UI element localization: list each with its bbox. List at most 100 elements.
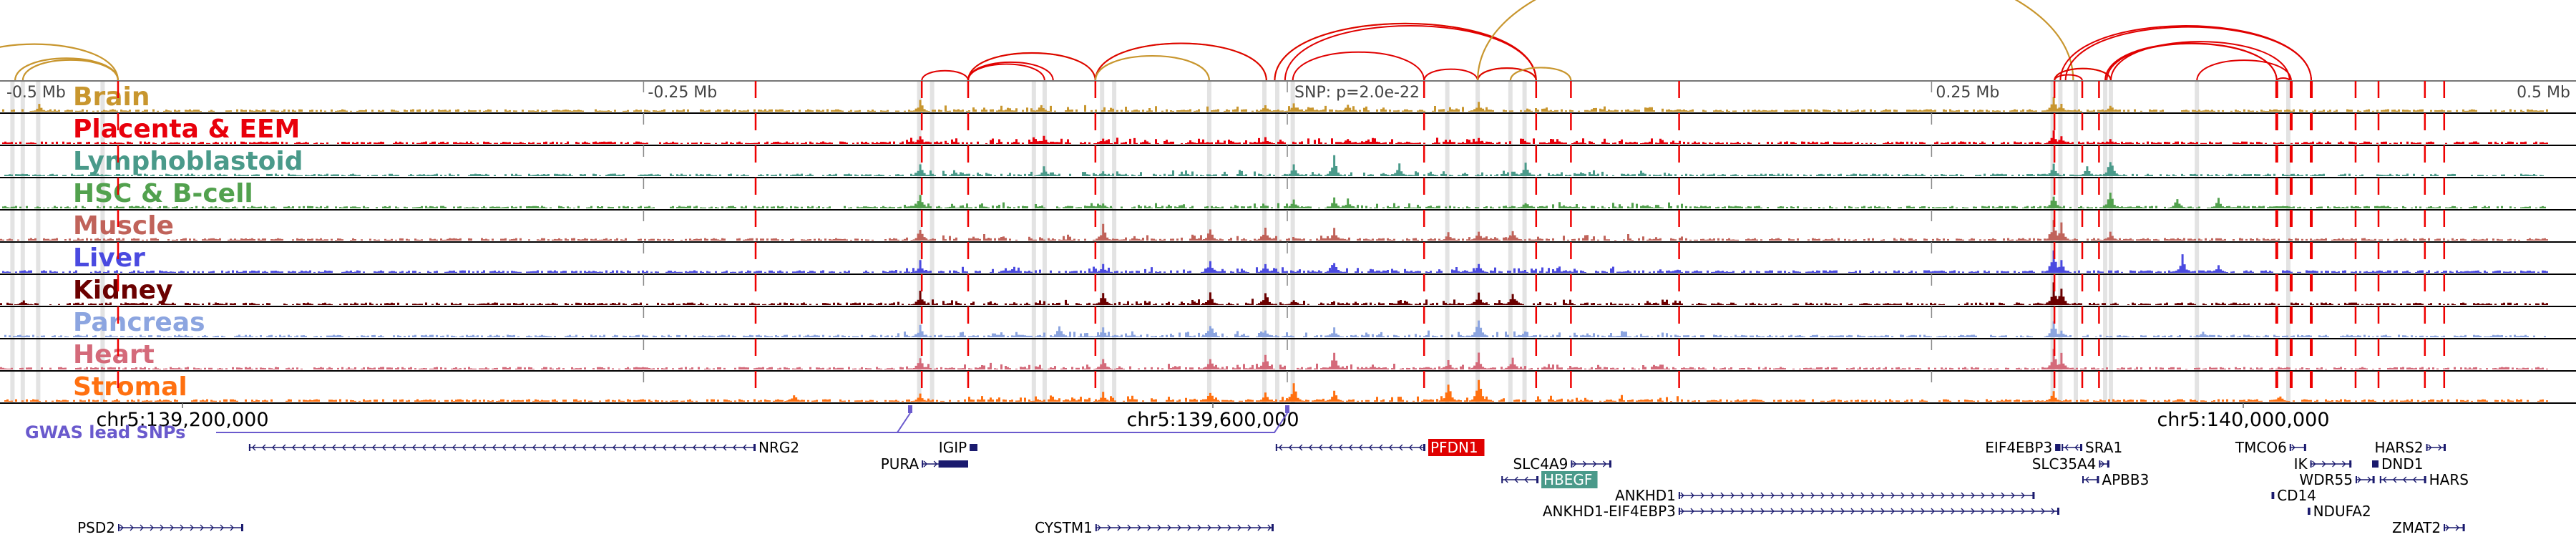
coordinate-label: chr5:139,200,000 (96, 409, 268, 431)
coordinate-label: chr5:139,600,000 (1126, 409, 1299, 431)
signal-bars (4, 155, 2544, 176)
gene-pura[interactable]: PURA (881, 455, 968, 473)
exon (2308, 508, 2311, 515)
chromatin-loops-track (0, 0, 2313, 82)
signal-bars (2, 97, 2548, 112)
signal-track-liver (2, 250, 2548, 273)
strand-forward-icon (2445, 524, 2459, 531)
gwas-snp-marker[interactable] (1285, 405, 1290, 413)
gene-eif4ebp3[interactable]: EIF4EBP3 (1985, 439, 2061, 456)
track-label: Placenta & EEM (73, 115, 300, 144)
strand-reverse-icon (2382, 476, 2417, 483)
track-label: Kidney (73, 276, 173, 305)
gene-tmco6[interactable]: TMCO6 (2235, 439, 2306, 456)
gene-label: ZMAT2 (2392, 519, 2441, 536)
gene-cd14[interactable]: CD14 (2271, 487, 2316, 504)
exon (1678, 492, 1680, 499)
gene-label: ANKHD1 (1615, 487, 1676, 504)
gene-apbb3[interactable]: APBB3 (2082, 471, 2149, 488)
gene-label: DND1 (2381, 455, 2424, 473)
track-label: Muscle (73, 211, 174, 241)
gene-label: HBEGF (1543, 471, 1592, 488)
exon (118, 524, 119, 531)
gene-sra1[interactable]: SRA1 (2062, 439, 2122, 456)
exon (2424, 476, 2426, 483)
gene-label: HARS (2429, 471, 2469, 488)
gene-ik[interactable]: IK (2294, 455, 2352, 473)
gene-slc4a9[interactable]: SLC4A9 (1513, 455, 1611, 473)
gene-label: PSD2 (77, 519, 115, 536)
gene-label: CD14 (2277, 487, 2316, 504)
gwas-connector (216, 412, 1288, 433)
gene-nrg2[interactable]: NRG2 (248, 439, 799, 456)
strand-reverse-icon (1504, 476, 1528, 483)
loop-arc-brain (1094, 54, 1211, 82)
gene-ankhd1[interactable]: ANKHD1 (1615, 487, 2035, 504)
loop-arc-placenta (2275, 77, 2290, 82)
loop-arc-placenta (2054, 67, 2112, 82)
gene-pfdn1[interactable]: PFDN1 (1275, 439, 1485, 456)
exon (2289, 444, 2291, 451)
exon (2372, 476, 2375, 483)
signal-track-heart (0, 349, 2548, 369)
loop-arc-placenta (2196, 59, 2292, 82)
strand-forward-icon (2100, 460, 2105, 468)
exon (2355, 476, 2357, 483)
gene-hars[interactable]: HARS (2379, 471, 2469, 488)
gene-label: TMCO6 (2235, 439, 2287, 456)
gene-ndufa2[interactable]: NDUFA2 (2308, 503, 2371, 520)
strand-forward-icon (1097, 524, 1272, 531)
exon (2097, 476, 2099, 483)
gene-label: PFDN1 (1430, 439, 1478, 456)
exon (2062, 444, 2064, 451)
loop-arc-brain (967, 52, 1096, 82)
gene-igip[interactable]: IGIP (939, 439, 977, 456)
loop-arc-placenta (2054, 74, 2083, 82)
loop-arc-placenta (1423, 68, 1479, 82)
signal-track-placenta-eem (2, 130, 2548, 144)
track-label: HSC & B-cell (73, 179, 253, 208)
ruler-label: 0.5 Mb (2517, 84, 2570, 102)
strand-forward-icon (2357, 476, 2371, 483)
exon (1536, 476, 1539, 483)
exon (2107, 460, 2109, 468)
gene-psd2[interactable]: PSD2 (77, 519, 243, 536)
snp-pvalue-label: SNP: p=2.0e-22 (1294, 84, 1420, 102)
strand-forward-icon (2291, 444, 2296, 451)
gene-dnd1[interactable]: DND1 (2372, 455, 2424, 473)
gene-hars2[interactable]: HARS2 (2375, 439, 2446, 456)
track-label: Stromal (73, 372, 187, 402)
track-label: Brain (73, 82, 150, 112)
exon (2462, 524, 2465, 531)
track-frame (0, 80, 2576, 404)
gene-zmat2[interactable]: ZMAT2 (2392, 519, 2465, 536)
gwas-snp-marker[interactable] (908, 405, 912, 413)
exon (2379, 476, 2381, 483)
exon (2372, 460, 2379, 468)
gene-hbegf[interactable]: HBEGF (1501, 471, 1598, 488)
exon (1423, 444, 1425, 451)
exon (1271, 524, 1274, 531)
signal-track-brain (2, 97, 2548, 112)
loop-arc-brain (1274, 22, 1537, 82)
gene-label: PURA (881, 455, 919, 473)
gene-slc35a4[interactable]: SLC35A4 (2032, 455, 2109, 473)
strand-reverse-icon (2085, 476, 2089, 483)
loop-arc-placenta (921, 69, 969, 82)
gene-label: SRA1 (2085, 439, 2122, 456)
signal-track-kidney (0, 282, 2548, 305)
variant-lines (117, 81, 2446, 403)
ruler-label: 0.25 Mb (1936, 84, 1999, 102)
track-label: Pancreas (73, 308, 205, 337)
gene-wdr55[interactable]: WDR55 (2299, 471, 2375, 488)
strand-forward-icon (119, 524, 234, 531)
gene-label: HARS2 (2375, 439, 2424, 456)
gwas-track-label: GWAS lead SNPs (25, 422, 185, 442)
loop-arc-placenta (967, 61, 1054, 82)
exon (2271, 492, 2275, 499)
gwas-track[interactable]: GWAS lead SNPs (25, 405, 1290, 442)
loop-arc-placenta (1094, 42, 1267, 82)
gene-cystm1[interactable]: CYSTM1 (1035, 519, 1274, 536)
gene-ankhd1-eif4ebp3[interactable]: ANKHD1-EIF4EBP3 (1543, 503, 2059, 520)
signal-bars (0, 349, 2548, 369)
